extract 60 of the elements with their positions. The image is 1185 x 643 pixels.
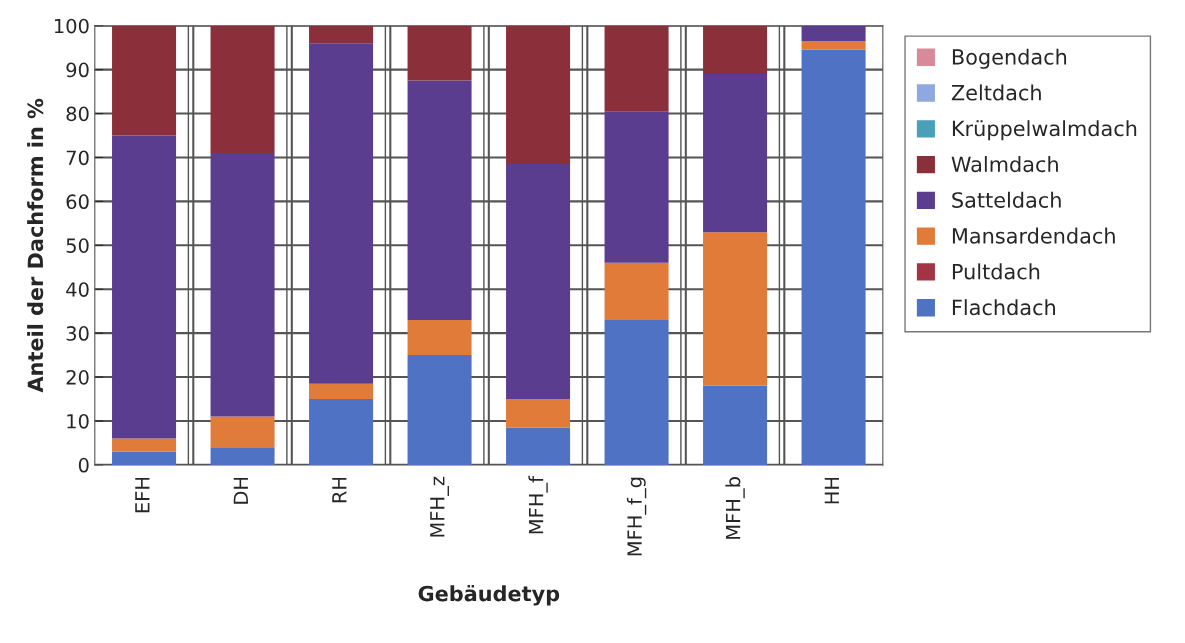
bar <box>112 25 177 136</box>
bar <box>309 43 374 384</box>
bar <box>309 399 374 465</box>
y-tick-label: 10 <box>67 413 89 429</box>
bar <box>210 447 275 465</box>
bar <box>407 25 472 81</box>
bar <box>703 232 768 386</box>
bar <box>506 25 571 165</box>
legend-label: Walmdach <box>951 156 1058 173</box>
bar <box>112 451 177 465</box>
bar <box>604 262 669 320</box>
bar <box>112 438 177 452</box>
x-tick-label: MFH_z <box>430 476 449 537</box>
y-axis-title: Anteil der Dachform in % <box>27 98 44 393</box>
y-tick-label: 60 <box>66 194 89 210</box>
bar <box>407 355 472 465</box>
bar <box>407 319 472 356</box>
y-tick-label: 70 <box>66 150 89 166</box>
legend-label: Mansardendach <box>952 227 1115 244</box>
legend-label: Zeltdach <box>951 84 1041 101</box>
bar <box>801 41 866 50</box>
legend-label: Satteldach <box>952 191 1061 208</box>
y-tick-label: 20 <box>66 370 89 385</box>
x-tick-label: MFH_b <box>725 477 745 539</box>
x-tick-label: MFH_f <box>528 475 548 534</box>
bar <box>604 319 669 465</box>
bar <box>210 416 275 448</box>
bar <box>506 164 571 400</box>
x-tick-label: DH <box>233 477 248 504</box>
bar <box>703 25 768 75</box>
y-tick-label: 50 <box>66 238 89 253</box>
bar <box>210 153 275 417</box>
bar <box>112 135 177 439</box>
y-tick-label: 30 <box>66 326 89 341</box>
x-tick-label: EFH <box>135 477 150 513</box>
bar <box>407 80 472 320</box>
bar <box>604 111 669 263</box>
bar <box>801 25 866 42</box>
bar <box>801 49 866 465</box>
bar <box>703 385 768 465</box>
bar <box>703 74 768 233</box>
bar <box>604 25 669 112</box>
y-tick-label: 80 <box>66 106 89 122</box>
bar <box>506 399 571 428</box>
x-tick-label: HH <box>824 477 839 504</box>
legend-label: Bogendach <box>952 48 1067 69</box>
legend-label: Krüppelwalmdach <box>952 120 1137 141</box>
y-tick-label: 0 <box>78 457 89 473</box>
x-tick-label: MFH_f_g <box>626 477 647 556</box>
x-axis-title: Gebäudetyp <box>418 584 560 606</box>
legend-label: Pultdach <box>952 263 1040 280</box>
bar <box>210 25 275 154</box>
x-tick-label: RH <box>332 477 347 503</box>
bar <box>309 25 374 44</box>
legend-label: Flachdach <box>952 299 1055 316</box>
y-tick-label: 100 <box>54 18 89 34</box>
bar <box>309 383 374 400</box>
bar <box>506 427 571 465</box>
y-tick-label: 90 <box>66 62 89 78</box>
y-tick-label: 40 <box>66 282 89 297</box>
